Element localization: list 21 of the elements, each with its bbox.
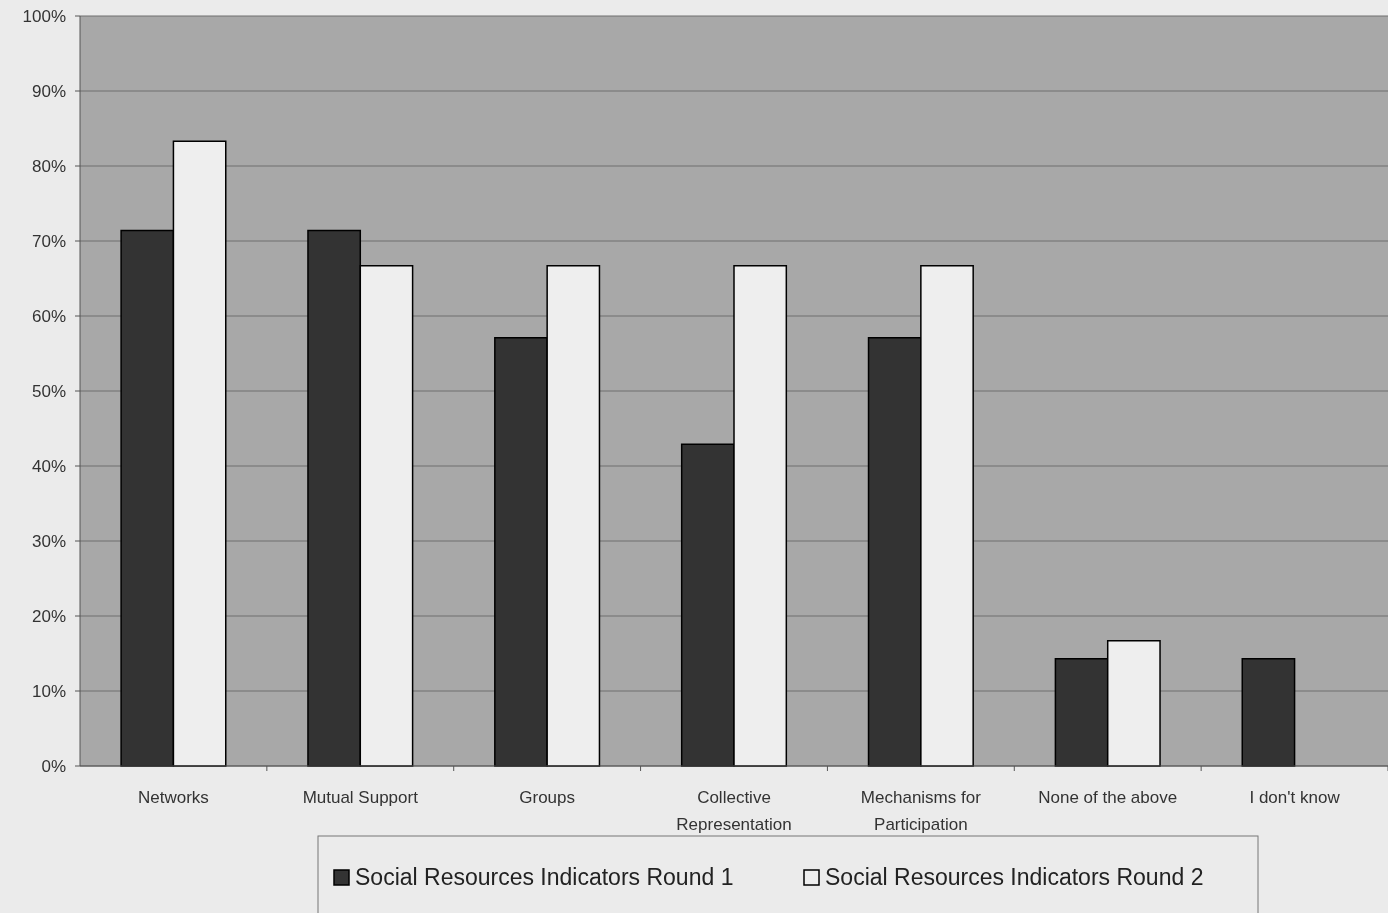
y-tick-label: 50% <box>31 381 66 401</box>
y-tick-label: 10% <box>31 681 66 701</box>
x-tick-label: Networks <box>138 788 209 807</box>
x-tick-label: I don't know <box>1249 788 1341 807</box>
y-tick-label: 60% <box>31 306 66 326</box>
y-tick-label: 90% <box>31 81 66 101</box>
x-tick-label: Mechanisms for Participation <box>860 788 982 834</box>
y-tick-label: 30% <box>31 531 66 551</box>
legend-label: Social Resources Indicators Round 1 <box>355 864 734 890</box>
y-tick-label: 80% <box>31 156 66 176</box>
y-tick-label: 100% <box>22 6 66 26</box>
y-tick-label: 0% <box>41 756 66 776</box>
y-tick-label: 40% <box>31 456 66 476</box>
bar <box>1241 658 1296 767</box>
x-tick-label: Groups <box>519 788 576 807</box>
x-tick-label: None of the above <box>1038 788 1178 807</box>
x-tick-label: Mutual Support <box>302 788 419 807</box>
x-tick-label: Collective Representation <box>676 788 792 834</box>
y-tick-label: 70% <box>31 231 66 251</box>
legend-label: Social Resources Indicators Round 2 <box>825 864 1204 890</box>
y-tick-label: 20% <box>31 606 66 626</box>
